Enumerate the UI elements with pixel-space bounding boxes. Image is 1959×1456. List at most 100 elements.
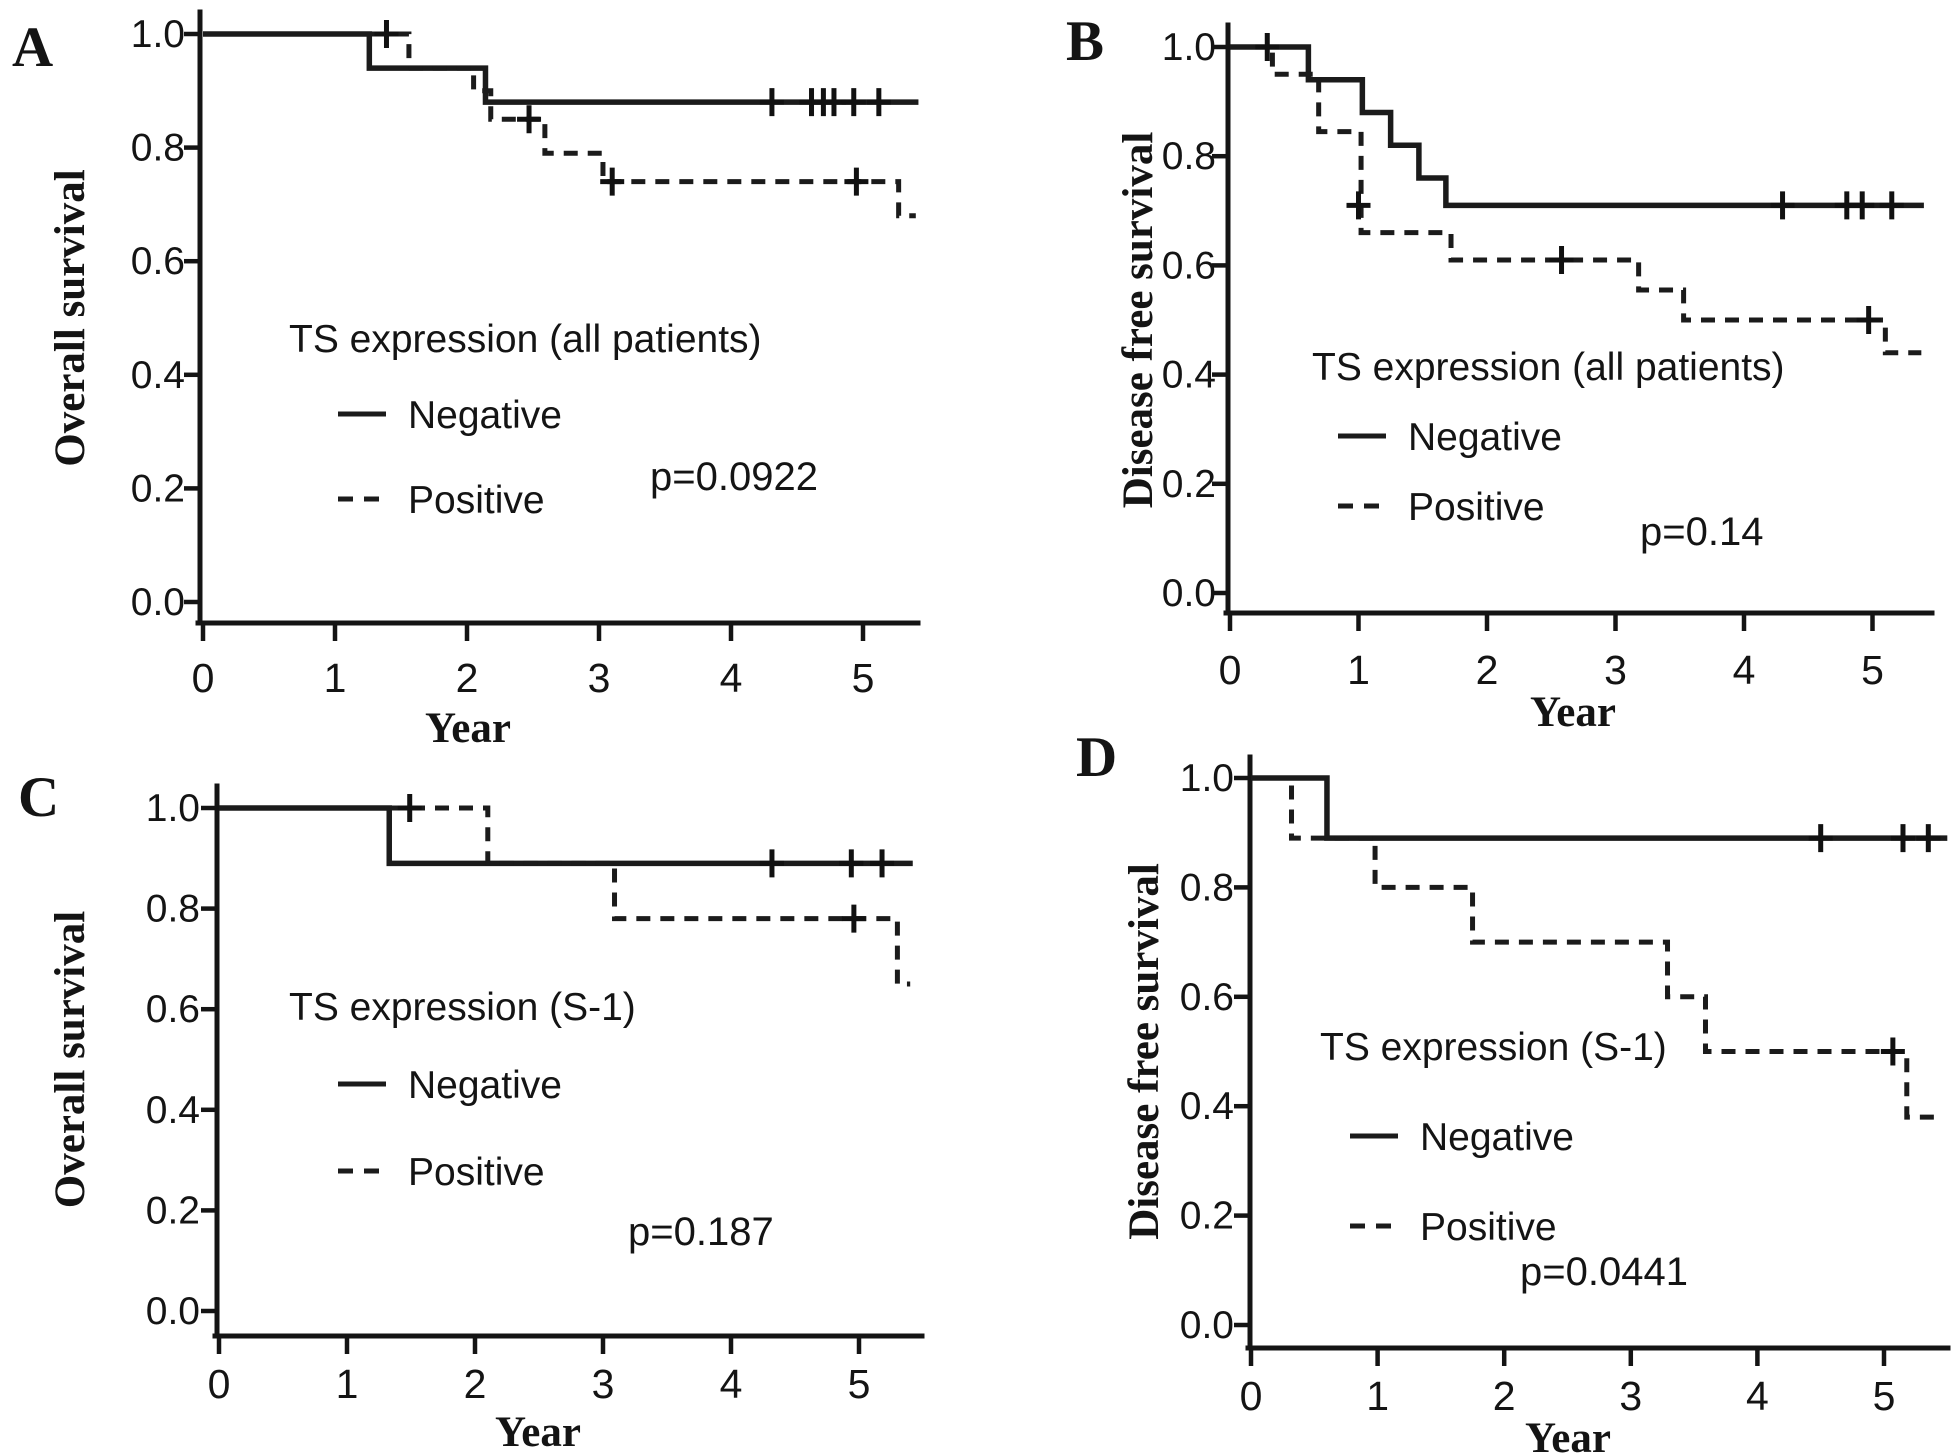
y-tick-label: 0.4 xyxy=(131,354,185,397)
panel-letter: A xyxy=(12,16,53,79)
x-axis-title: Year xyxy=(425,705,511,752)
x-tick-label: 2 xyxy=(1476,647,1499,693)
y-tick-label: 1.0 xyxy=(1162,26,1216,69)
y-tick-label: 0.6 xyxy=(146,988,200,1031)
y-tick-label: 1.0 xyxy=(131,13,185,56)
positive-curve xyxy=(219,805,911,987)
y-tick-label: 0.4 xyxy=(1180,1085,1234,1128)
x-tick-label: 5 xyxy=(1873,1373,1896,1419)
panel-a: 1.0 0.8 0.6 0.4 0.2 0.00 1 2 3 4 5 Overall survival… xyxy=(12,9,921,752)
x-tick-label: 4 xyxy=(1733,647,1756,693)
negative-censor-mark xyxy=(1770,191,1795,220)
positive-censor-mark xyxy=(517,105,542,134)
x-tick-label: 1 xyxy=(1366,1373,1389,1419)
negative-censor-mark xyxy=(759,849,784,878)
panel-letter: D xyxy=(1076,726,1117,789)
y-axis-title: Overall survival xyxy=(47,911,94,1208)
negative-censor-mark xyxy=(866,88,891,117)
legend-negative-label: Negative xyxy=(408,394,562,437)
legend-positive-label: Positive xyxy=(408,1151,545,1194)
x-tick-label: 5 xyxy=(852,655,875,701)
y-tick-label: 0.6 xyxy=(1180,976,1234,1019)
negative-censor-mark xyxy=(841,88,866,117)
x-tick-label: 3 xyxy=(1619,1373,1642,1419)
y-tick-label: 0.2 xyxy=(131,467,185,510)
y-tick-label: 0.8 xyxy=(146,888,200,931)
y-tick-label: 0.2 xyxy=(1180,1195,1234,1238)
panel-c: 1.0 0.8 0.6 0.4 0.2 0.00 1 2 3 4 5 Overall survival… xyxy=(18,766,925,1456)
panel-d: 1.0 0.8 0.6 0.4 0.2 0.00 1 2 3 4 5 Disease free sur… xyxy=(1076,726,1951,1456)
y-tick-label: 0.2 xyxy=(1162,463,1216,506)
positive-curve xyxy=(203,31,916,219)
positive-censor-mark xyxy=(374,20,399,48)
y-tick-label: 0.0 xyxy=(1180,1304,1234,1347)
y-tick-label: 0.0 xyxy=(131,581,185,624)
legend-negative-label: Negative xyxy=(1408,416,1562,459)
x-tick-label: 5 xyxy=(848,1361,871,1407)
x-axis-title: Year xyxy=(495,1409,581,1456)
negative-censor-mark xyxy=(1890,824,1915,853)
y-tick-label: 1.0 xyxy=(1180,757,1234,800)
negative-curve xyxy=(1230,44,1924,209)
legend-title: TS expression (all patients) xyxy=(1312,346,1785,389)
negative-censor-mark xyxy=(839,849,864,878)
y-tick-label: 0.2 xyxy=(146,1189,200,1232)
x-tick-label: 1 xyxy=(1347,647,1370,693)
x-tick-label: 1 xyxy=(324,655,347,701)
negative-curve xyxy=(203,31,919,105)
positive-censor-mark xyxy=(1549,245,1574,274)
x-tick-label: 4 xyxy=(1746,1373,1769,1419)
p-value-label: p=0.14 xyxy=(1640,510,1763,554)
y-axis-title: Disease free survival xyxy=(1121,863,1168,1240)
x-tick-label: 0 xyxy=(192,655,215,701)
negative-censor-mark xyxy=(1808,824,1833,853)
panel-b: 1.0 0.8 0.6 0.4 0.2 0.00 1 2 3 4 5 Disease free sur… xyxy=(1066,10,1935,736)
positive-censor-mark xyxy=(841,904,866,933)
y-axis-title: Overall survival xyxy=(47,169,94,466)
negative-curve xyxy=(1251,775,1948,841)
positive-curve xyxy=(1251,775,1944,1120)
legend-title: TS expression (S-1) xyxy=(1320,1026,1667,1069)
legend-title: TS expression (S-1) xyxy=(289,986,636,1029)
p-value-label: p=0.0922 xyxy=(650,455,818,499)
negative-censor-mark xyxy=(1916,824,1941,853)
y-tick-label: 0.6 xyxy=(131,240,185,283)
positive-censor-mark xyxy=(600,167,625,196)
legend-positive-label: Positive xyxy=(1420,1206,1557,1249)
y-tick-label: 0.8 xyxy=(131,127,185,170)
x-tick-label: 3 xyxy=(1604,647,1627,693)
negative-censor-mark xyxy=(1850,191,1875,220)
y-tick-label: 0.0 xyxy=(146,1290,200,1333)
negative-censor-mark xyxy=(1879,191,1904,220)
panel-letter: C xyxy=(18,766,59,829)
negative-censor-mark xyxy=(759,88,784,117)
x-tick-label: 4 xyxy=(720,655,743,701)
y-tick-label: 0.8 xyxy=(1162,135,1216,178)
x-axis-title: Year xyxy=(1525,1415,1611,1456)
positive-censor-mark xyxy=(1856,306,1881,334)
x-tick-label: 3 xyxy=(588,655,611,701)
x-tick-label: 0 xyxy=(1219,647,1242,693)
negative-censor-mark xyxy=(870,849,895,878)
panel-letter: B xyxy=(1066,10,1104,73)
y-tick-label: 0.8 xyxy=(1180,866,1234,909)
x-tick-label: 1 xyxy=(336,1361,359,1407)
y-tick-label: 0.6 xyxy=(1162,244,1216,287)
x-tick-label: 4 xyxy=(720,1361,743,1407)
x-tick-label: 2 xyxy=(456,655,479,701)
y-axis-title: Disease free survival xyxy=(1115,132,1162,509)
negative-curve xyxy=(219,805,913,867)
x-tick-label: 0 xyxy=(1240,1373,1263,1419)
legend-positive-label: Positive xyxy=(408,479,545,522)
p-value-label: p=0.187 xyxy=(628,1210,774,1254)
positive-censor-mark xyxy=(1880,1037,1905,1066)
y-tick-label: 0.4 xyxy=(1162,354,1216,397)
positive-censor-mark xyxy=(1255,33,1280,61)
x-tick-label: 0 xyxy=(208,1361,231,1407)
legend-positive-label: Positive xyxy=(1408,486,1545,529)
legend-title: TS expression (all patients) xyxy=(289,318,762,361)
x-tick-label: 5 xyxy=(1861,647,1884,693)
positive-curve xyxy=(1230,44,1922,356)
